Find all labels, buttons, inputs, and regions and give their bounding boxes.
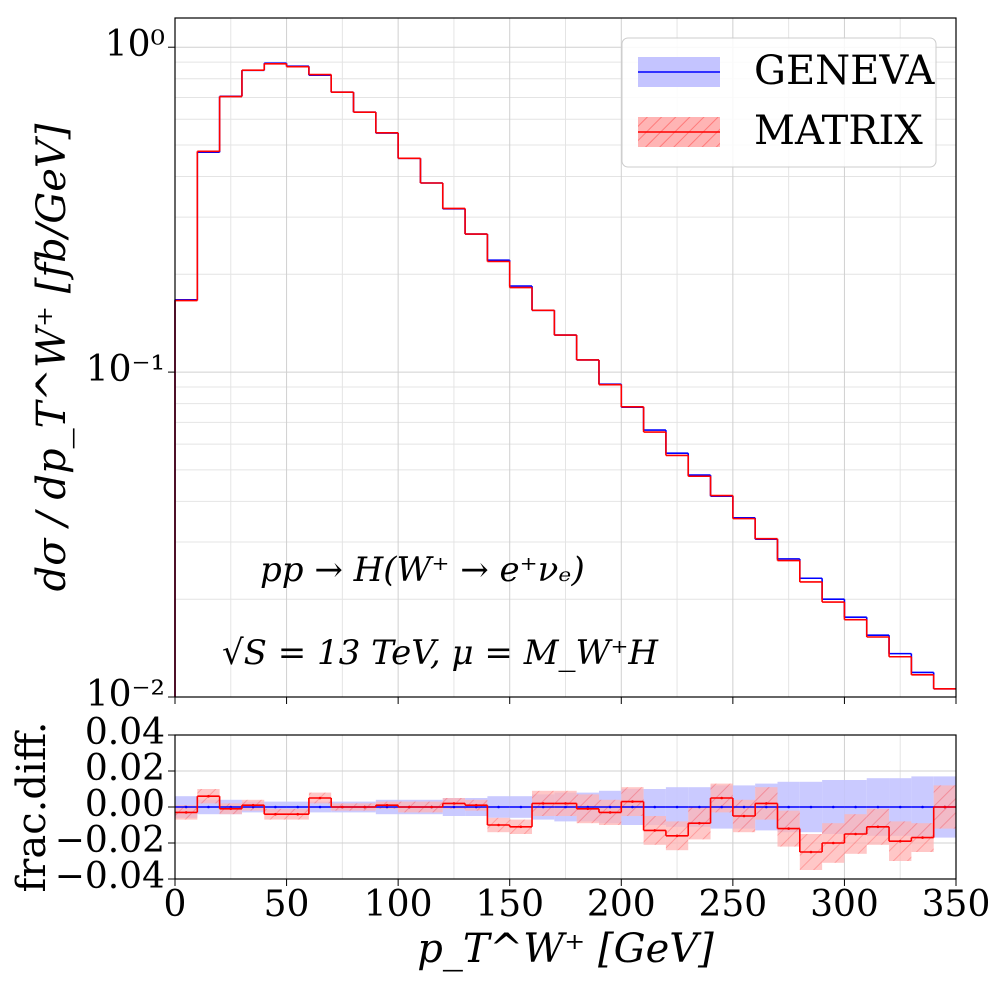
bin-marker	[765, 805, 768, 809]
bin-marker	[207, 805, 210, 809]
bin-marker	[497, 823, 500, 827]
bin-marker	[921, 805, 924, 809]
bin-marker	[430, 805, 433, 809]
y-tick-label: 0.02	[85, 748, 165, 789]
bin-marker	[385, 803, 389, 807]
x-tick-label: 50	[264, 884, 310, 925]
bin-marker	[519, 805, 523, 809]
bin-marker	[318, 805, 322, 809]
bin-marker	[408, 805, 411, 809]
y-tick-label: −0.04	[55, 856, 165, 897]
bin-marker	[675, 805, 679, 809]
bin-marker	[809, 850, 813, 854]
y-tick-label: 0.04	[85, 712, 165, 753]
bin-marker	[742, 814, 746, 818]
legend-label: GENEVA	[754, 48, 936, 94]
x-tick-label: 300	[810, 884, 879, 925]
bin-marker	[296, 812, 300, 816]
bin-marker	[876, 805, 880, 809]
bin-marker	[653, 829, 657, 832]
bin-marker	[720, 805, 723, 809]
y-tick-label: 0.00	[85, 784, 165, 825]
bin-marker	[564, 805, 567, 809]
bin-marker	[318, 796, 322, 800]
y-tick-label: −0.02	[55, 820, 165, 861]
bin-marker	[943, 805, 947, 809]
x-tick-label: 200	[587, 884, 656, 925]
bin-marker	[274, 812, 277, 816]
bin-marker	[452, 802, 456, 805]
x-axis-label: p_T^W⁺ [GeV]	[417, 926, 714, 972]
bin-marker	[586, 807, 590, 811]
bin-marker	[474, 805, 478, 809]
bin-marker	[564, 802, 567, 805]
bin-marker	[541, 802, 545, 805]
x-tick-label: 150	[475, 884, 544, 925]
bin-marker	[675, 834, 679, 838]
bin-marker	[184, 805, 188, 809]
bin-marker	[474, 803, 478, 807]
annotation: √S = 13 TeV, μ = M_W⁺H	[222, 633, 659, 673]
bin-marker	[207, 794, 210, 798]
bin-marker	[631, 805, 634, 809]
bin-marker	[787, 827, 790, 830]
axes-frame	[174, 17, 957, 698]
bin-marker	[854, 805, 857, 809]
bin-marker	[720, 796, 723, 800]
bin-marker	[809, 805, 813, 809]
bin-marker	[765, 802, 768, 805]
x-tick-label: 100	[364, 884, 433, 925]
bin-marker	[608, 811, 612, 814]
bin-marker	[653, 805, 657, 809]
y-tick-label: 10⁻²	[86, 674, 165, 715]
bin-marker	[608, 805, 612, 809]
bin-marker	[898, 839, 902, 843]
bin-marker	[497, 805, 500, 809]
y-axis-label: dσ / dp_T^W⁺ [fb/GeV]	[29, 123, 75, 591]
bin-marker	[229, 807, 233, 811]
bin-marker	[452, 805, 456, 809]
bin-marker	[251, 803, 255, 807]
y-tick-label: 10⁰	[105, 24, 165, 65]
bin-marker	[385, 805, 389, 809]
bin-marker	[787, 805, 790, 809]
bin-marker	[274, 805, 277, 809]
bin-marker	[586, 805, 590, 809]
y-axis-label: frac.diff.	[9, 722, 55, 893]
bin-marker	[831, 841, 835, 845]
bin-marker	[698, 821, 701, 825]
bin-marker	[363, 805, 366, 809]
bin-marker	[519, 825, 523, 829]
bin-marker	[184, 811, 188, 814]
annotation: pp → H(W⁺ → e⁺νₑ)	[260, 550, 585, 590]
bin-marker	[296, 805, 300, 809]
bin-marker	[229, 805, 233, 809]
bin-marker	[698, 805, 701, 809]
x-tick-label: 250	[698, 884, 767, 925]
bin-marker	[541, 805, 545, 809]
bin-marker	[251, 805, 255, 809]
bin-marker	[854, 832, 857, 836]
x-tick-label: 350	[922, 884, 991, 925]
bin-marker	[876, 825, 880, 829]
x-tick-label: 0	[164, 884, 187, 925]
bin-marker	[898, 805, 902, 809]
bin-marker	[341, 805, 344, 809]
y-tick-label: 10⁻¹	[86, 349, 165, 390]
bin-marker	[631, 800, 634, 803]
bin-marker	[921, 836, 924, 839]
bin-marker	[742, 805, 746, 809]
bin-marker	[831, 805, 835, 809]
legend-label: MATRIX	[754, 108, 923, 154]
